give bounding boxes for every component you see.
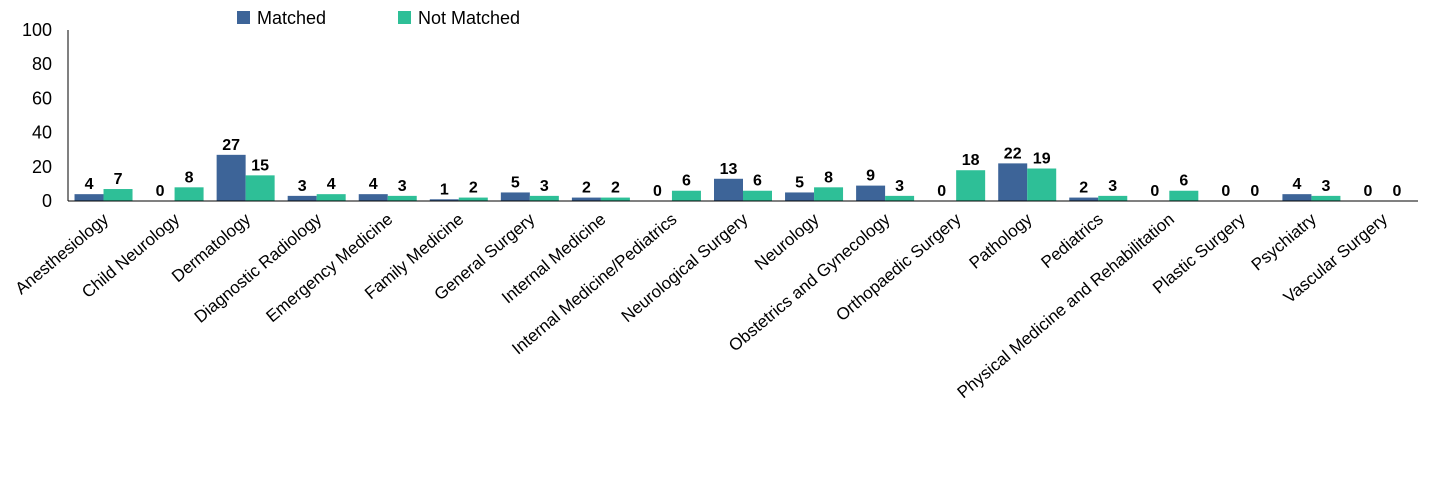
data-label-not-matched-emergency-medicine: 3 bbox=[398, 178, 407, 195]
bars bbox=[74, 154, 1341, 201]
data-label-matched-child-neurology: 0 bbox=[156, 183, 165, 200]
bar-matched-neurological-surgery bbox=[714, 178, 743, 201]
bar-not-matched-internal-medicine-pediatrics bbox=[671, 190, 701, 201]
data-label-not-matched-pediatrics: 3 bbox=[1108, 178, 1117, 195]
data-label-matched-physical-medicine-and-rehabilitation: 0 bbox=[1150, 183, 1159, 200]
data-label-not-matched-dermatology: 15 bbox=[251, 157, 269, 174]
y-axis: 0 20 40 60 80 100 bbox=[22, 20, 69, 211]
data-label-matched-neurology: 5 bbox=[795, 174, 804, 191]
data-label-not-matched-obstetrics-and-gynecology: 3 bbox=[895, 178, 904, 195]
y-tick-label: 20 bbox=[32, 157, 52, 177]
bar-not-matched-child-neurology bbox=[174, 187, 204, 201]
data-label-matched-pathology: 22 bbox=[1004, 145, 1022, 162]
bar-not-matched-internal-medicine bbox=[600, 197, 630, 201]
data-label-not-matched-internal-medicine: 2 bbox=[611, 180, 620, 197]
data-label-not-matched-diagnostic-radiology: 4 bbox=[327, 176, 336, 193]
data-label-matched-neurological-surgery: 13 bbox=[720, 161, 738, 178]
bar-matched-psychiatry bbox=[1282, 194, 1312, 201]
bar-matched-anesthesiology bbox=[74, 194, 104, 201]
data-label-matched-plastic-surgery: 0 bbox=[1221, 183, 1230, 200]
bar-not-matched-emergency-medicine bbox=[387, 195, 417, 201]
data-label-not-matched-internal-medicine-pediatrics: 6 bbox=[682, 173, 691, 190]
bar-matched-obstetrics-and-gynecology bbox=[856, 185, 886, 201]
y-tick-label: 80 bbox=[32, 54, 52, 74]
bar-not-matched-anesthesiology bbox=[103, 189, 133, 201]
legend-swatch-not-matched bbox=[398, 11, 411, 24]
data-label-not-matched-pathology: 19 bbox=[1033, 151, 1051, 168]
data-label-matched-dermatology: 27 bbox=[222, 137, 240, 154]
bar-matched-dermatology bbox=[216, 154, 246, 201]
data-label-not-matched-family-medicine: 2 bbox=[469, 180, 478, 197]
bar-not-matched-diagnostic-radiology bbox=[316, 194, 346, 201]
data-label-matched-orthopaedic-surgery: 0 bbox=[937, 183, 946, 200]
data-label-not-matched-child-neurology: 8 bbox=[185, 169, 194, 186]
y-tick-label: 100 bbox=[22, 20, 52, 40]
y-tick-label: 40 bbox=[32, 123, 52, 143]
bar-matched-emergency-medicine bbox=[358, 194, 388, 201]
legend-swatch-matched bbox=[237, 11, 250, 24]
bar-not-matched-neurology bbox=[814, 187, 844, 201]
bar-not-matched-pathology bbox=[1027, 168, 1057, 201]
bar-matched-neurology bbox=[785, 192, 815, 201]
x-tick-label-pathology: Pathology bbox=[966, 209, 1037, 272]
data-label-matched-psychiatry: 4 bbox=[1292, 176, 1301, 193]
bar-not-matched-obstetrics-and-gynecology bbox=[885, 195, 915, 201]
legend: Matched Not Matched bbox=[237, 8, 520, 28]
data-label-not-matched-anesthesiology: 7 bbox=[114, 171, 123, 188]
bar-not-matched-orthopaedic-surgery bbox=[956, 170, 986, 201]
bar-not-matched-family-medicine bbox=[458, 197, 488, 201]
bar-matched-internal-medicine bbox=[571, 197, 601, 201]
x-tick-label-diagnostic-radiology: Diagnostic Radiology bbox=[191, 209, 326, 327]
data-label-not-matched-vascular-surgery: 0 bbox=[1393, 183, 1402, 200]
data-label-matched-emergency-medicine: 4 bbox=[369, 176, 378, 193]
y-tick-label: 60 bbox=[32, 88, 52, 108]
bar-matched-diagnostic-radiology bbox=[287, 195, 317, 201]
bar-matched-family-medicine bbox=[429, 199, 459, 201]
legend-label-matched: Matched bbox=[257, 8, 326, 28]
data-label-matched-general-surgery: 5 bbox=[511, 174, 520, 191]
x-tick-label-psychiatry: Psychiatry bbox=[1248, 209, 1321, 274]
bar-not-matched-neurological-surgery bbox=[743, 190, 772, 201]
y-tick-label: 0 bbox=[42, 191, 52, 211]
data-label-not-matched-neurological-surgery: 6 bbox=[753, 173, 762, 190]
bar-not-matched-pediatrics bbox=[1098, 195, 1128, 201]
bar-matched-pathology bbox=[998, 163, 1028, 201]
x-tick-label-emergency-medicine: Emergency Medicine bbox=[262, 210, 396, 327]
data-label-not-matched-neurology: 8 bbox=[824, 169, 833, 186]
x-tick-label-neurological-surgery: Neurological Surgery bbox=[618, 209, 752, 326]
bar-not-matched-general-surgery bbox=[529, 195, 559, 201]
data-label-not-matched-orthopaedic-surgery: 18 bbox=[962, 152, 980, 169]
data-label-matched-pediatrics: 2 bbox=[1079, 180, 1088, 197]
data-label-matched-internal-medicine-pediatrics: 0 bbox=[653, 183, 662, 200]
data-label-matched-family-medicine: 1 bbox=[440, 181, 449, 198]
x-tick-label-orthopaedic-surgery: Orthopaedic Surgery bbox=[832, 209, 965, 325]
data-label-not-matched-physical-medicine-and-rehabilitation: 6 bbox=[1179, 173, 1188, 190]
data-label-matched-internal-medicine: 2 bbox=[582, 180, 591, 197]
x-tick-label-pediatrics: Pediatrics bbox=[1037, 210, 1106, 273]
bar-matched-general-surgery bbox=[500, 192, 530, 201]
bar-matched-pediatrics bbox=[1069, 197, 1099, 201]
bar-not-matched-dermatology bbox=[245, 175, 275, 201]
data-label-matched-anesthesiology: 4 bbox=[85, 176, 94, 193]
bar-not-matched-psychiatry bbox=[1311, 195, 1341, 201]
data-label-not-matched-psychiatry: 3 bbox=[1321, 178, 1330, 195]
data-label-matched-diagnostic-radiology: 3 bbox=[298, 178, 307, 195]
x-tick-label-neurology: Neurology bbox=[751, 209, 823, 274]
data-label-not-matched-plastic-surgery: 0 bbox=[1250, 183, 1259, 200]
legend-label-not-matched: Not Matched bbox=[418, 8, 520, 28]
data-label-matched-obstetrics-and-gynecology: 9 bbox=[866, 168, 875, 185]
data-label-matched-vascular-surgery: 0 bbox=[1364, 183, 1373, 200]
bar-not-matched-physical-medicine-and-rehabilitation bbox=[1169, 190, 1199, 201]
data-label-not-matched-general-surgery: 3 bbox=[540, 178, 549, 195]
